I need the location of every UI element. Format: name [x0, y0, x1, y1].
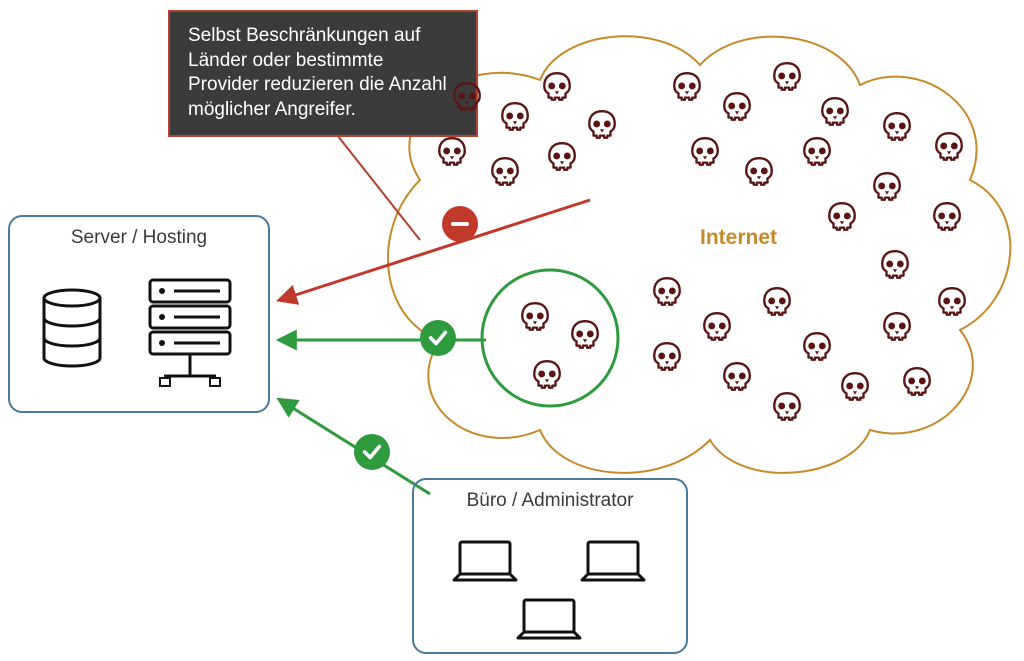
skull-icon — [720, 360, 754, 400]
skull-icon — [818, 95, 852, 135]
allow-badge-office — [354, 434, 390, 470]
skull-icon — [878, 248, 912, 288]
office-admin-label: Büro / Administrator — [414, 480, 686, 512]
internet-label: Internet — [700, 226, 777, 250]
callout-text: Selbst Beschränkungen auf Länder oder be… — [188, 25, 447, 120]
skull-icon — [900, 365, 934, 405]
skull-icon — [800, 330, 834, 370]
skull-icon — [870, 170, 904, 210]
skull-icon — [530, 358, 564, 398]
skull-icon — [932, 130, 966, 170]
deny-arrow — [280, 200, 590, 300]
skull-icon — [760, 285, 794, 325]
skull-icon — [688, 135, 722, 175]
skull-icon — [880, 310, 914, 350]
server-hosting-label: Server / Hosting — [10, 217, 268, 249]
skull-icon — [742, 155, 776, 195]
allow-badge-subset — [420, 320, 456, 356]
laptop-icon — [514, 598, 584, 649]
laptop-icon — [578, 540, 648, 591]
skull-icon — [650, 340, 684, 380]
skull-icon — [568, 318, 602, 358]
skull-icon — [585, 108, 619, 148]
skull-icon — [700, 310, 734, 350]
skull-icon — [930, 200, 964, 240]
skull-icon — [488, 155, 522, 195]
callout-pointer — [330, 126, 420, 240]
skull-icon — [450, 80, 484, 120]
skull-icon — [540, 70, 574, 110]
skull-icon — [720, 90, 754, 130]
skull-icon — [650, 275, 684, 315]
skull-icon — [935, 285, 969, 325]
restriction-callout: Selbst Beschränkungen auf Länder oder be… — [168, 10, 478, 137]
skull-icon — [670, 70, 704, 110]
laptop-icon — [450, 540, 520, 591]
skull-icon — [545, 140, 579, 180]
skull-icon — [435, 135, 469, 175]
skull-icon — [838, 370, 872, 410]
skull-icon — [880, 110, 914, 150]
skull-icon — [498, 100, 532, 140]
skull-icon — [825, 200, 859, 240]
deny-badge — [442, 206, 478, 242]
server-hosting-box: Server / Hosting — [8, 215, 270, 413]
skull-icon — [518, 300, 552, 340]
skull-icon — [770, 390, 804, 430]
skull-icon — [800, 135, 834, 175]
skull-icon — [770, 60, 804, 100]
